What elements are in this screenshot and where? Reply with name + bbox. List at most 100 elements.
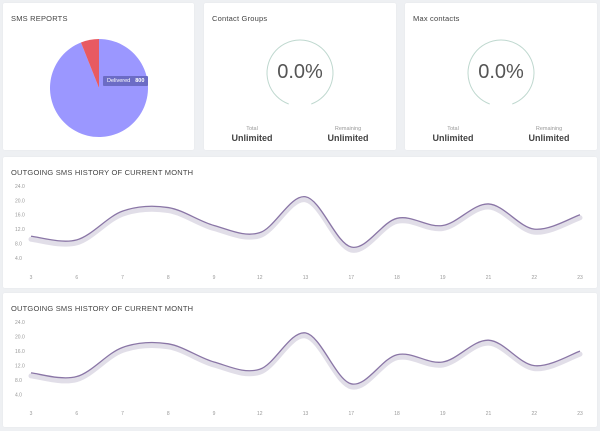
data-point[interactable]	[441, 224, 445, 228]
stat-value: Unlimited	[327, 133, 369, 143]
x-tick-label: 19	[440, 275, 446, 281]
x-tick-label: 21	[486, 275, 492, 281]
data-point[interactable]	[395, 216, 399, 220]
x-tick-label: 7	[121, 411, 124, 417]
data-point[interactable]	[487, 338, 491, 342]
y-tick-label: 20.0	[15, 335, 25, 341]
sms-history-card-1: OUTGOING SMS HISTORY OF CURRENT MONTH 24…	[3, 157, 597, 288]
sms-history-title: OUTGOING SMS HISTORY OF CURRENT MONTH	[11, 168, 194, 177]
sms-history-card-2: OUTGOING SMS HISTORY OF CURRENT MONTH 24…	[3, 293, 597, 427]
contact-groups-remaining: Remaining Unlimited	[308, 126, 388, 143]
gauge-ring	[266, 39, 334, 105]
x-tick-label: 8	[167, 411, 170, 417]
x-tick-label: 7	[121, 275, 124, 281]
pie-tooltip: Delivered 800	[103, 76, 149, 86]
data-point[interactable]	[578, 213, 582, 217]
y-tick-label: 8.0	[15, 378, 22, 384]
x-tick-label: 13	[303, 275, 309, 281]
stat-label: Remaining	[535, 126, 563, 132]
data-point[interactable]	[258, 231, 262, 235]
tooltip-label: Delivered	[107, 78, 131, 84]
x-tick-label: 12	[257, 411, 263, 417]
y-tick-label: 12.0	[15, 364, 25, 370]
series-line-shadow	[28, 333, 583, 390]
sms-pie-chart[interactable]	[3, 3, 194, 150]
series-line[interactable]	[30, 196, 581, 248]
max-contacts-remaining: Remaining Unlimited	[509, 126, 589, 143]
data-point[interactable]	[349, 245, 353, 249]
data-point[interactable]	[75, 375, 79, 379]
contact-groups-title: Contact Groups	[212, 14, 268, 23]
x-tick-label: 22	[531, 275, 537, 281]
max-contacts-gauge	[467, 39, 535, 105]
x-tick-label: 3	[30, 411, 33, 417]
data-point[interactable]	[121, 209, 125, 213]
contact-groups-percent: 0.0%	[277, 61, 323, 83]
tooltip-value: 800	[135, 78, 145, 84]
y-tick-label: 16.0	[15, 349, 25, 355]
x-tick-label: 9	[213, 411, 216, 417]
y-tick-label: 4.0	[15, 393, 22, 399]
gauge-ring	[467, 39, 535, 105]
x-tick-label: 19	[440, 411, 446, 417]
y-tick-label: 12.0	[15, 227, 25, 233]
x-tick-label: 22	[531, 411, 537, 417]
contact-groups-total: Total Unlimited	[212, 126, 292, 143]
y-tick-label: 4.0	[15, 256, 22, 262]
data-point[interactable]	[532, 364, 536, 368]
x-tick-label: 3	[30, 275, 33, 281]
sms-history-title: OUTGOING SMS HISTORY OF CURRENT MONTH	[11, 304, 194, 313]
data-point[interactable]	[304, 331, 308, 335]
data-point[interactable]	[258, 367, 262, 371]
sms-reports-title: SMS REPORTS	[11, 14, 68, 23]
x-tick-label: 18	[394, 275, 400, 281]
series-line[interactable]	[30, 332, 581, 385]
x-tick-label: 17	[348, 275, 354, 281]
data-point[interactable]	[212, 224, 216, 228]
data-point[interactable]	[29, 371, 33, 375]
contact-groups-card: Contact Groups 0.0% Total Unlimited Rema…	[204, 3, 396, 150]
x-tick-label: 6	[75, 411, 78, 417]
data-point[interactable]	[121, 345, 125, 349]
y-tick-label: 24.0	[15, 320, 25, 326]
series-line-shadow	[28, 197, 583, 253]
stat-value: Unlimited	[231, 133, 273, 143]
stat-label: Total	[447, 126, 459, 132]
y-tick-label: 20.0	[15, 198, 25, 204]
data-point[interactable]	[166, 206, 170, 210]
data-point[interactable]	[487, 202, 491, 206]
stat-value: Unlimited	[432, 133, 474, 143]
data-point[interactable]	[75, 238, 79, 242]
data-point[interactable]	[29, 234, 33, 238]
x-tick-label: 23	[577, 411, 583, 417]
x-tick-label: 18	[394, 411, 400, 417]
data-point[interactable]	[395, 353, 399, 357]
sms-history-chart-2[interactable]: 24.0 20.0 16.0 12.0 8.0 4.0 3 6 7 8 9 12 13 17 18 19 21 2…	[3, 293, 597, 427]
y-tick-label: 8.0	[15, 241, 22, 247]
x-tick-label: 17	[348, 411, 354, 417]
contact-groups-gauge	[266, 39, 334, 105]
data-point[interactable]	[349, 382, 353, 386]
x-tick-label: 23	[577, 275, 583, 281]
y-tick-label: 16.0	[15, 213, 25, 219]
data-point[interactable]	[532, 227, 536, 231]
max-contacts-title: Max contacts	[413, 14, 460, 23]
max-contacts-card: Max contacts 0.0% Total Unlimited Remain…	[405, 3, 597, 150]
stat-label: Total	[246, 126, 258, 132]
pie-slice-other[interactable]	[80, 39, 99, 88]
y-tick-label: 24.0	[15, 184, 25, 190]
max-contacts-percent: 0.0%	[478, 61, 524, 83]
x-tick-label: 9	[213, 275, 216, 281]
data-point[interactable]	[578, 349, 582, 353]
stat-label: Remaining	[334, 126, 362, 132]
data-point[interactable]	[441, 360, 445, 364]
data-point[interactable]	[304, 195, 308, 199]
x-tick-label: 21	[486, 411, 492, 417]
x-tick-label: 8	[167, 275, 170, 281]
data-point[interactable]	[212, 360, 216, 364]
data-point[interactable]	[166, 342, 170, 346]
sms-history-chart-1[interactable]: 24.0 20.0 16.0 12.0 8.0 4.0 3 6 7 8 9 12 13 17 18 19 21 2…	[3, 157, 597, 288]
sms-reports-card: SMS REPORTS Delivered 800	[3, 3, 194, 150]
x-tick-label: 12	[257, 275, 263, 281]
stat-value: Unlimited	[528, 133, 570, 143]
